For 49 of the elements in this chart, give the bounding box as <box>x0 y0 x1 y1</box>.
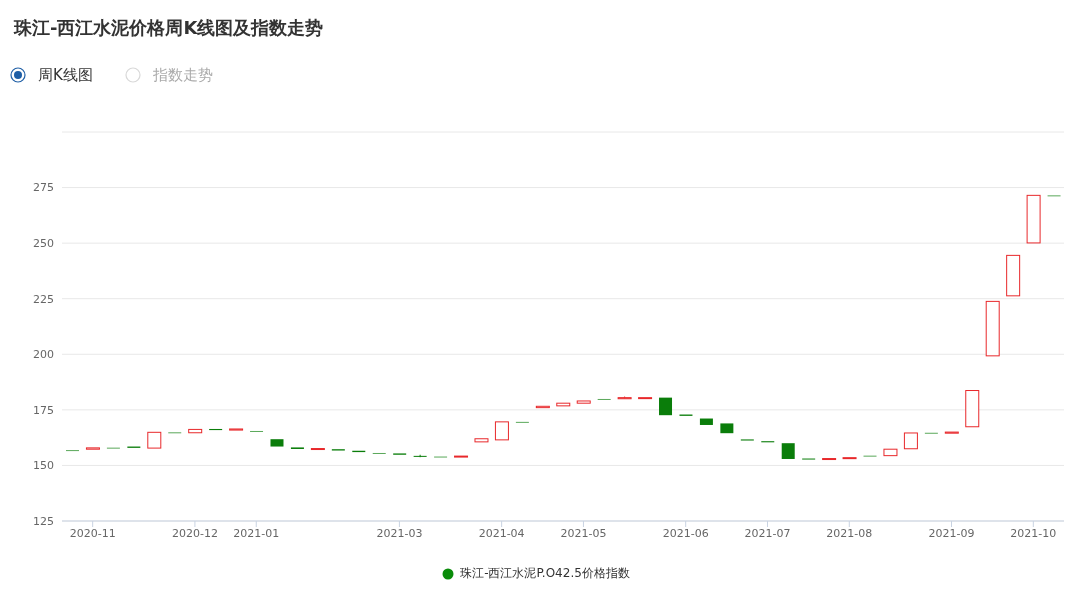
candlestick <box>85 447 100 450</box>
candlestick <box>659 397 673 416</box>
x-tick-label: 2021-10 <box>1010 526 1057 540</box>
candlestick <box>494 421 509 441</box>
candlestick <box>413 454 427 458</box>
candlestick <box>638 397 653 400</box>
candlestick <box>720 423 734 434</box>
x-tick-label: 2020-12 <box>171 526 218 540</box>
candlestick <box>1026 194 1041 244</box>
x-tick-label: 2021-09 <box>928 526 975 540</box>
y-tick-label: 175 <box>33 403 54 417</box>
candlestick <box>842 457 857 460</box>
candlestick <box>965 390 980 428</box>
x-tick-label: 2021-07 <box>744 526 791 540</box>
candlestick <box>985 300 1000 357</box>
candlestick <box>454 455 469 458</box>
candlestick <box>270 439 284 447</box>
x-tick-label: 2020-11 <box>69 526 116 540</box>
y-tick-label: 200 <box>33 348 54 362</box>
candlestick <box>699 418 713 425</box>
candlestick <box>822 458 837 461</box>
y-tick-label: 275 <box>33 181 54 195</box>
candlestick <box>883 448 898 457</box>
candlestick <box>188 428 203 434</box>
candlestick <box>1006 254 1021 297</box>
x-tick-label: 2021-01 <box>233 526 280 540</box>
candlestick <box>147 431 162 449</box>
candlestick <box>556 402 571 407</box>
x-tick-label: 2021-06 <box>662 526 709 540</box>
candlestick <box>310 448 325 451</box>
candlestick <box>474 438 489 443</box>
x-tick-label: 2021-04 <box>478 526 525 540</box>
candlestick <box>944 431 959 434</box>
x-tick-label: 2021-05 <box>560 526 607 540</box>
candlestick <box>781 443 795 459</box>
candlestick <box>209 428 223 431</box>
x-tick-label: 2021-03 <box>376 526 423 540</box>
y-tick-label: 125 <box>33 514 54 528</box>
candlestick <box>229 428 244 431</box>
text: 周K线图 <box>38 65 93 85</box>
chart-title: 珠江-西江水泥价格周K线图及指数走势 <box>12 16 325 40</box>
candlestick <box>903 432 918 450</box>
candlestick <box>576 400 591 404</box>
x-tick-label: 2021-08 <box>826 526 873 540</box>
y-tick-label: 250 <box>33 237 54 251</box>
y-tick-label: 150 <box>33 459 54 473</box>
legend-label: 珠江-西江水泥P.O42.5价格指数 <box>460 565 630 582</box>
text: 指数走势 <box>152 65 213 85</box>
y-tick-label: 225 <box>33 292 54 306</box>
